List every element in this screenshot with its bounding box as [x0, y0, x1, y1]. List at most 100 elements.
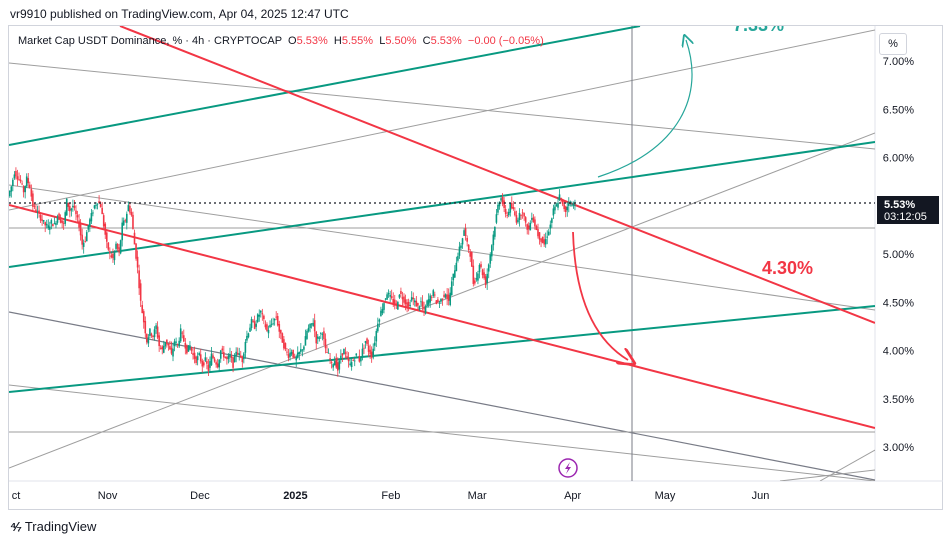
- gray-trend-line[interactable]: [9, 132, 875, 469]
- gray-trend-line[interactable]: [9, 62, 875, 150]
- candle-body: [219, 350, 222, 359]
- candle-body: [440, 298, 442, 302]
- candle-body: [454, 270, 456, 278]
- candle-body: [515, 215, 518, 223]
- candle-body: [27, 178, 30, 184]
- candle-body: [255, 323, 257, 327]
- candle-body: [384, 298, 387, 300]
- candle-body: [142, 311, 145, 323]
- candle-body: [87, 224, 90, 230]
- y-tick-label: 3.50%: [883, 394, 914, 406]
- candle-body: [333, 361, 336, 366]
- candle-body: [110, 255, 113, 258]
- candle-body: [563, 204, 565, 210]
- candle-body: [141, 305, 144, 314]
- candle-body: [395, 303, 398, 306]
- candle-body: [33, 206, 36, 207]
- gray-trend-line[interactable]: [9, 311, 875, 481]
- candle-body: [276, 316, 279, 326]
- candle-body: [461, 238, 464, 245]
- candle-body: [520, 215, 522, 216]
- y-tick-label: 6.00%: [883, 153, 914, 165]
- candle-body: [166, 339, 168, 345]
- gray-trend-line[interactable]: [819, 449, 875, 481]
- candle-body: [474, 280, 476, 284]
- candle-body: [498, 203, 501, 207]
- green-trend-line[interactable]: [9, 305, 875, 393]
- candle-body: [540, 238, 542, 242]
- candle-body: [90, 213, 93, 222]
- candle-body: [507, 211, 510, 216]
- x-tick-label: Apr: [564, 490, 581, 502]
- candle-body: [370, 351, 373, 358]
- candle-body: [212, 355, 214, 359]
- candle-body: [178, 340, 180, 347]
- candle-body: [427, 299, 430, 305]
- candle-body: [216, 363, 219, 368]
- candle-body: [238, 353, 241, 356]
- candle-body: [323, 331, 325, 339]
- candle-body: [226, 356, 228, 360]
- candle-body: [293, 356, 296, 358]
- candle-body: [460, 245, 462, 248]
- teal-projection-arrow[interactable]: [597, 40, 692, 178]
- candle-body: [210, 353, 213, 366]
- candle-body: [464, 227, 467, 237]
- candle-body: [72, 205, 74, 208]
- green-trend-line[interactable]: [9, 26, 641, 146]
- x-tick-label: Jun: [752, 490, 770, 502]
- red-target-label[interactable]: 4.30%: [762, 258, 813, 278]
- candle-body: [239, 355, 242, 358]
- candle-body: [358, 355, 361, 362]
- red-projection-arrow[interactable]: [572, 231, 628, 360]
- candle-body: [478, 264, 481, 273]
- price-tag-box: [877, 196, 939, 224]
- top-target-label[interactable]: 7.33%: [733, 15, 784, 35]
- green-trend-line[interactable]: [9, 141, 875, 268]
- candle-body: [537, 229, 539, 237]
- candle-body: [535, 226, 538, 231]
- symbol-legend[interactable]: Market Cap USDT Dominance, % · 4h · CRYP…: [18, 35, 544, 47]
- candle-body: [135, 243, 137, 259]
- price-axis[interactable]: 7.00%6.50%6.00%5.50%5.00%4.50%4.00%3.50%…: [883, 56, 914, 454]
- candle-body: [203, 362, 205, 366]
- time-axis[interactable]: ct Nov Dec 2025 Feb Mar Apr May Jun: [12, 490, 770, 502]
- candle-body: [98, 201, 100, 204]
- candle-body: [486, 273, 488, 284]
- candle-body: [346, 356, 348, 358]
- candle-body: [53, 223, 56, 224]
- footer-logo[interactable]: ⁴⁄₇ TradingView: [10, 519, 96, 534]
- candle-body: [201, 360, 204, 367]
- candle-body: [441, 298, 444, 300]
- y-tick-label: 7.00%: [883, 56, 914, 68]
- candle-body: [360, 357, 362, 362]
- candle-body: [335, 357, 338, 368]
- candle-body: [70, 208, 73, 211]
- candle-body: [12, 179, 14, 186]
- candle-body: [287, 354, 290, 358]
- candle-body: [497, 204, 499, 213]
- candle-body: [247, 333, 250, 338]
- candle-body: [417, 302, 419, 306]
- gray-trend-line[interactable]: [9, 29, 875, 211]
- candle-body: [264, 324, 267, 328]
- candle-body: [421, 301, 424, 307]
- candle-body: [246, 335, 248, 341]
- gray-trend-line[interactable]: [779, 469, 875, 481]
- gray-trend-line[interactable]: [9, 184, 875, 311]
- candle-body: [139, 283, 142, 301]
- candles-series[interactable]: [9, 167, 576, 377]
- candle-body: [361, 348, 364, 357]
- candle-body: [82, 242, 85, 247]
- gray-trend-line[interactable]: [9, 384, 875, 481]
- candle-body: [28, 184, 31, 189]
- candle-body: [457, 256, 459, 261]
- percent-scale-button[interactable]: %: [879, 33, 907, 55]
- red-trend-line[interactable]: [9, 204, 875, 429]
- candle-body: [512, 207, 515, 209]
- red-trend-line[interactable]: [119, 26, 875, 324]
- candle-body: [38, 210, 40, 214]
- chart-pane[interactable]: [8, 25, 943, 510]
- candle-body: [449, 292, 452, 305]
